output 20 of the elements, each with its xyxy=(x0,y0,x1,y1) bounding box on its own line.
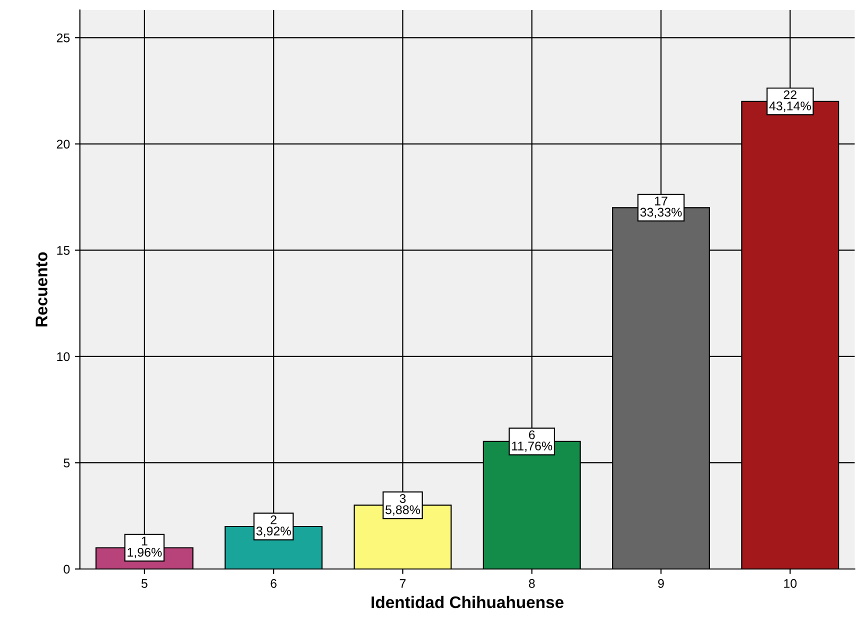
y-tick-label: 20 xyxy=(56,140,70,149)
x-tick-label: 8 xyxy=(528,579,535,588)
y-tick-label: 10 xyxy=(57,352,70,362)
y-tick-label: 25 xyxy=(56,33,70,42)
data-label: 1 1,96% xyxy=(128,536,162,558)
x-tick-label: 7 xyxy=(400,579,406,588)
y-tick-label: 15 xyxy=(57,246,70,255)
data-label: 17 33,33% xyxy=(640,196,682,218)
data-label: 22 43,14% xyxy=(769,90,811,112)
x-tick-label: 10 xyxy=(784,579,797,588)
data-label: 2 3,92% xyxy=(256,515,291,537)
data-label: 3 5,88% xyxy=(386,494,420,516)
x-tick-label: 6 xyxy=(270,579,277,588)
x-tick-label: 9 xyxy=(658,579,664,588)
x-tick-label: 5 xyxy=(141,579,148,588)
y-axis-title: Recuento xyxy=(36,252,48,326)
data-label: 6 11,76% xyxy=(512,430,552,452)
x-axis-title: Identidad Chihuahuense xyxy=(372,596,564,608)
y-tick-label: 5 xyxy=(64,458,70,468)
y-tick-label: 0 xyxy=(64,564,70,574)
